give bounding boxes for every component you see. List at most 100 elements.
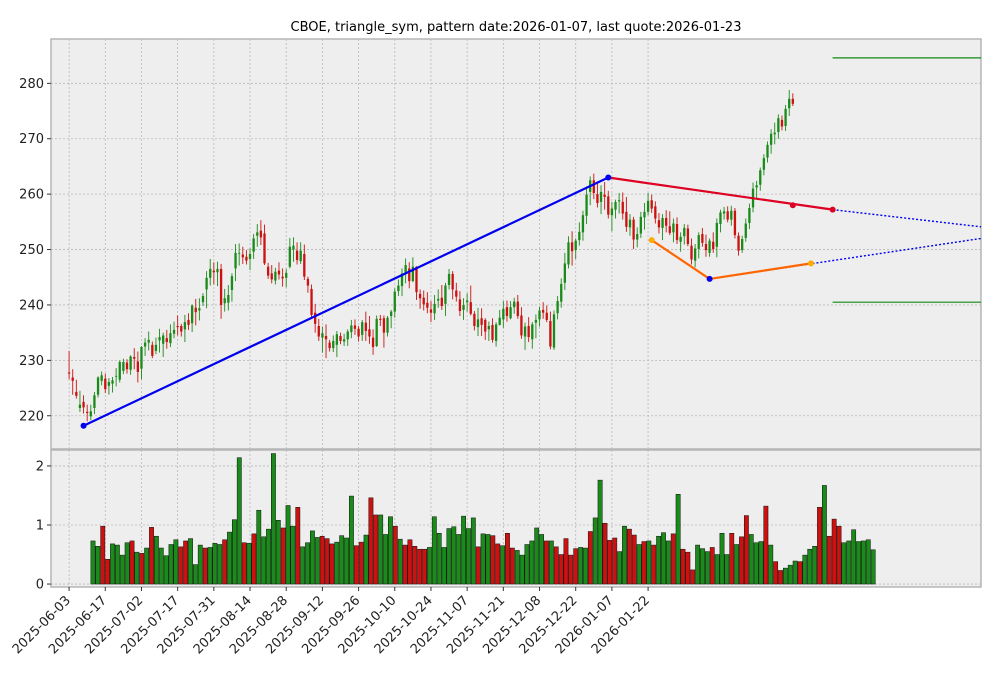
volume-bar xyxy=(295,507,301,585)
candle-body xyxy=(520,315,523,336)
candle-body xyxy=(400,273,404,287)
volume-bar xyxy=(105,558,111,585)
candle-body xyxy=(437,298,440,301)
volume-bar xyxy=(466,528,471,585)
candle-body xyxy=(238,252,241,254)
candle-body xyxy=(484,319,487,332)
candle-body xyxy=(418,293,422,299)
volume-bar xyxy=(602,522,608,585)
volume-bar xyxy=(110,543,115,585)
candle-body xyxy=(350,325,353,333)
volume-bar xyxy=(119,554,125,585)
candle-body xyxy=(737,235,740,251)
volume-bar xyxy=(636,544,642,585)
volume-bar xyxy=(397,538,403,585)
candle-body xyxy=(75,391,78,396)
candle-body xyxy=(766,144,769,158)
price-y-tick-label: 240 xyxy=(19,298,44,313)
candle-body xyxy=(339,335,342,341)
volume-bar xyxy=(612,537,618,585)
candle-body xyxy=(364,322,367,331)
candle-body xyxy=(125,362,129,370)
candle-body xyxy=(158,337,161,341)
candle-body xyxy=(234,252,237,269)
candle-body xyxy=(122,362,125,371)
volume-bar xyxy=(778,570,783,585)
volume-bar xyxy=(485,534,491,585)
candle-body xyxy=(368,329,371,337)
volume-bar xyxy=(188,538,193,585)
volume-bar xyxy=(451,526,457,585)
volume-panel: 0 1 2 xyxy=(36,449,982,593)
volume-bar xyxy=(807,548,813,585)
volume-bar xyxy=(353,545,359,585)
volume-bar xyxy=(134,551,140,585)
candle-body xyxy=(451,273,454,290)
candle-body xyxy=(585,194,588,216)
candle-body xyxy=(650,200,653,209)
volume-bar xyxy=(856,541,861,585)
candle-body xyxy=(487,326,491,330)
candle-body xyxy=(248,253,252,259)
volume-bar xyxy=(622,525,627,585)
volume-bar xyxy=(329,543,335,585)
volume-bar xyxy=(685,551,691,585)
candle-body xyxy=(788,98,791,109)
candle-body xyxy=(143,342,147,347)
candle-body xyxy=(726,211,729,220)
candle-body xyxy=(96,377,100,395)
candle-body xyxy=(628,219,632,228)
volume-bar xyxy=(427,547,432,585)
volume-y-axis: 0 1 2 xyxy=(36,459,51,593)
volume-bar xyxy=(280,527,286,585)
candle-body xyxy=(762,158,766,170)
volume-bar xyxy=(368,497,374,585)
volume-bar xyxy=(436,533,442,585)
volume-bar xyxy=(587,531,593,585)
volume-bar xyxy=(680,548,686,585)
volume-grid xyxy=(51,450,981,587)
candle-body xyxy=(357,328,360,337)
candle-body xyxy=(288,246,291,267)
volume-bar xyxy=(719,533,725,585)
candle-body xyxy=(71,377,74,381)
candle-body xyxy=(67,372,71,374)
price-panel: 220 230 240 250 260 270 280 xyxy=(19,38,982,450)
candle-body xyxy=(549,321,552,347)
candle-body xyxy=(686,228,690,244)
candle-body xyxy=(769,133,773,145)
candle-body xyxy=(491,324,494,340)
volume-bar xyxy=(861,540,866,585)
volume-bar xyxy=(500,545,505,585)
candle-body xyxy=(556,301,559,314)
volume-bar xyxy=(153,535,159,585)
price-y-tick-label: 250 xyxy=(19,243,44,258)
candle-body xyxy=(712,241,715,249)
candle-body xyxy=(371,337,375,348)
candle-body xyxy=(227,294,230,303)
candle-body xyxy=(136,361,140,372)
volume-bar xyxy=(417,548,423,585)
candle-body xyxy=(592,180,595,194)
volume-bar xyxy=(271,453,276,585)
candle-body xyxy=(140,347,143,369)
candle-body xyxy=(379,318,382,320)
volume-bar xyxy=(470,517,476,585)
candle-body xyxy=(295,250,299,261)
volume-bar xyxy=(158,547,164,585)
volume-bar xyxy=(822,485,827,585)
major-trend-line xyxy=(83,176,609,427)
candle-body xyxy=(328,342,331,349)
volume-bar xyxy=(275,520,281,585)
volume-y-tick-label: 2 xyxy=(36,459,44,474)
candle-body xyxy=(324,335,328,340)
volume-bar xyxy=(670,533,676,585)
candle-body xyxy=(89,411,92,417)
lower-triangle-line-2 xyxy=(709,262,812,280)
volume-bar xyxy=(183,540,189,585)
volume-bar xyxy=(865,539,871,585)
candle-body xyxy=(730,210,733,220)
volume-bar xyxy=(217,544,223,585)
volume-bar xyxy=(836,525,842,585)
volume-bar xyxy=(334,541,340,585)
